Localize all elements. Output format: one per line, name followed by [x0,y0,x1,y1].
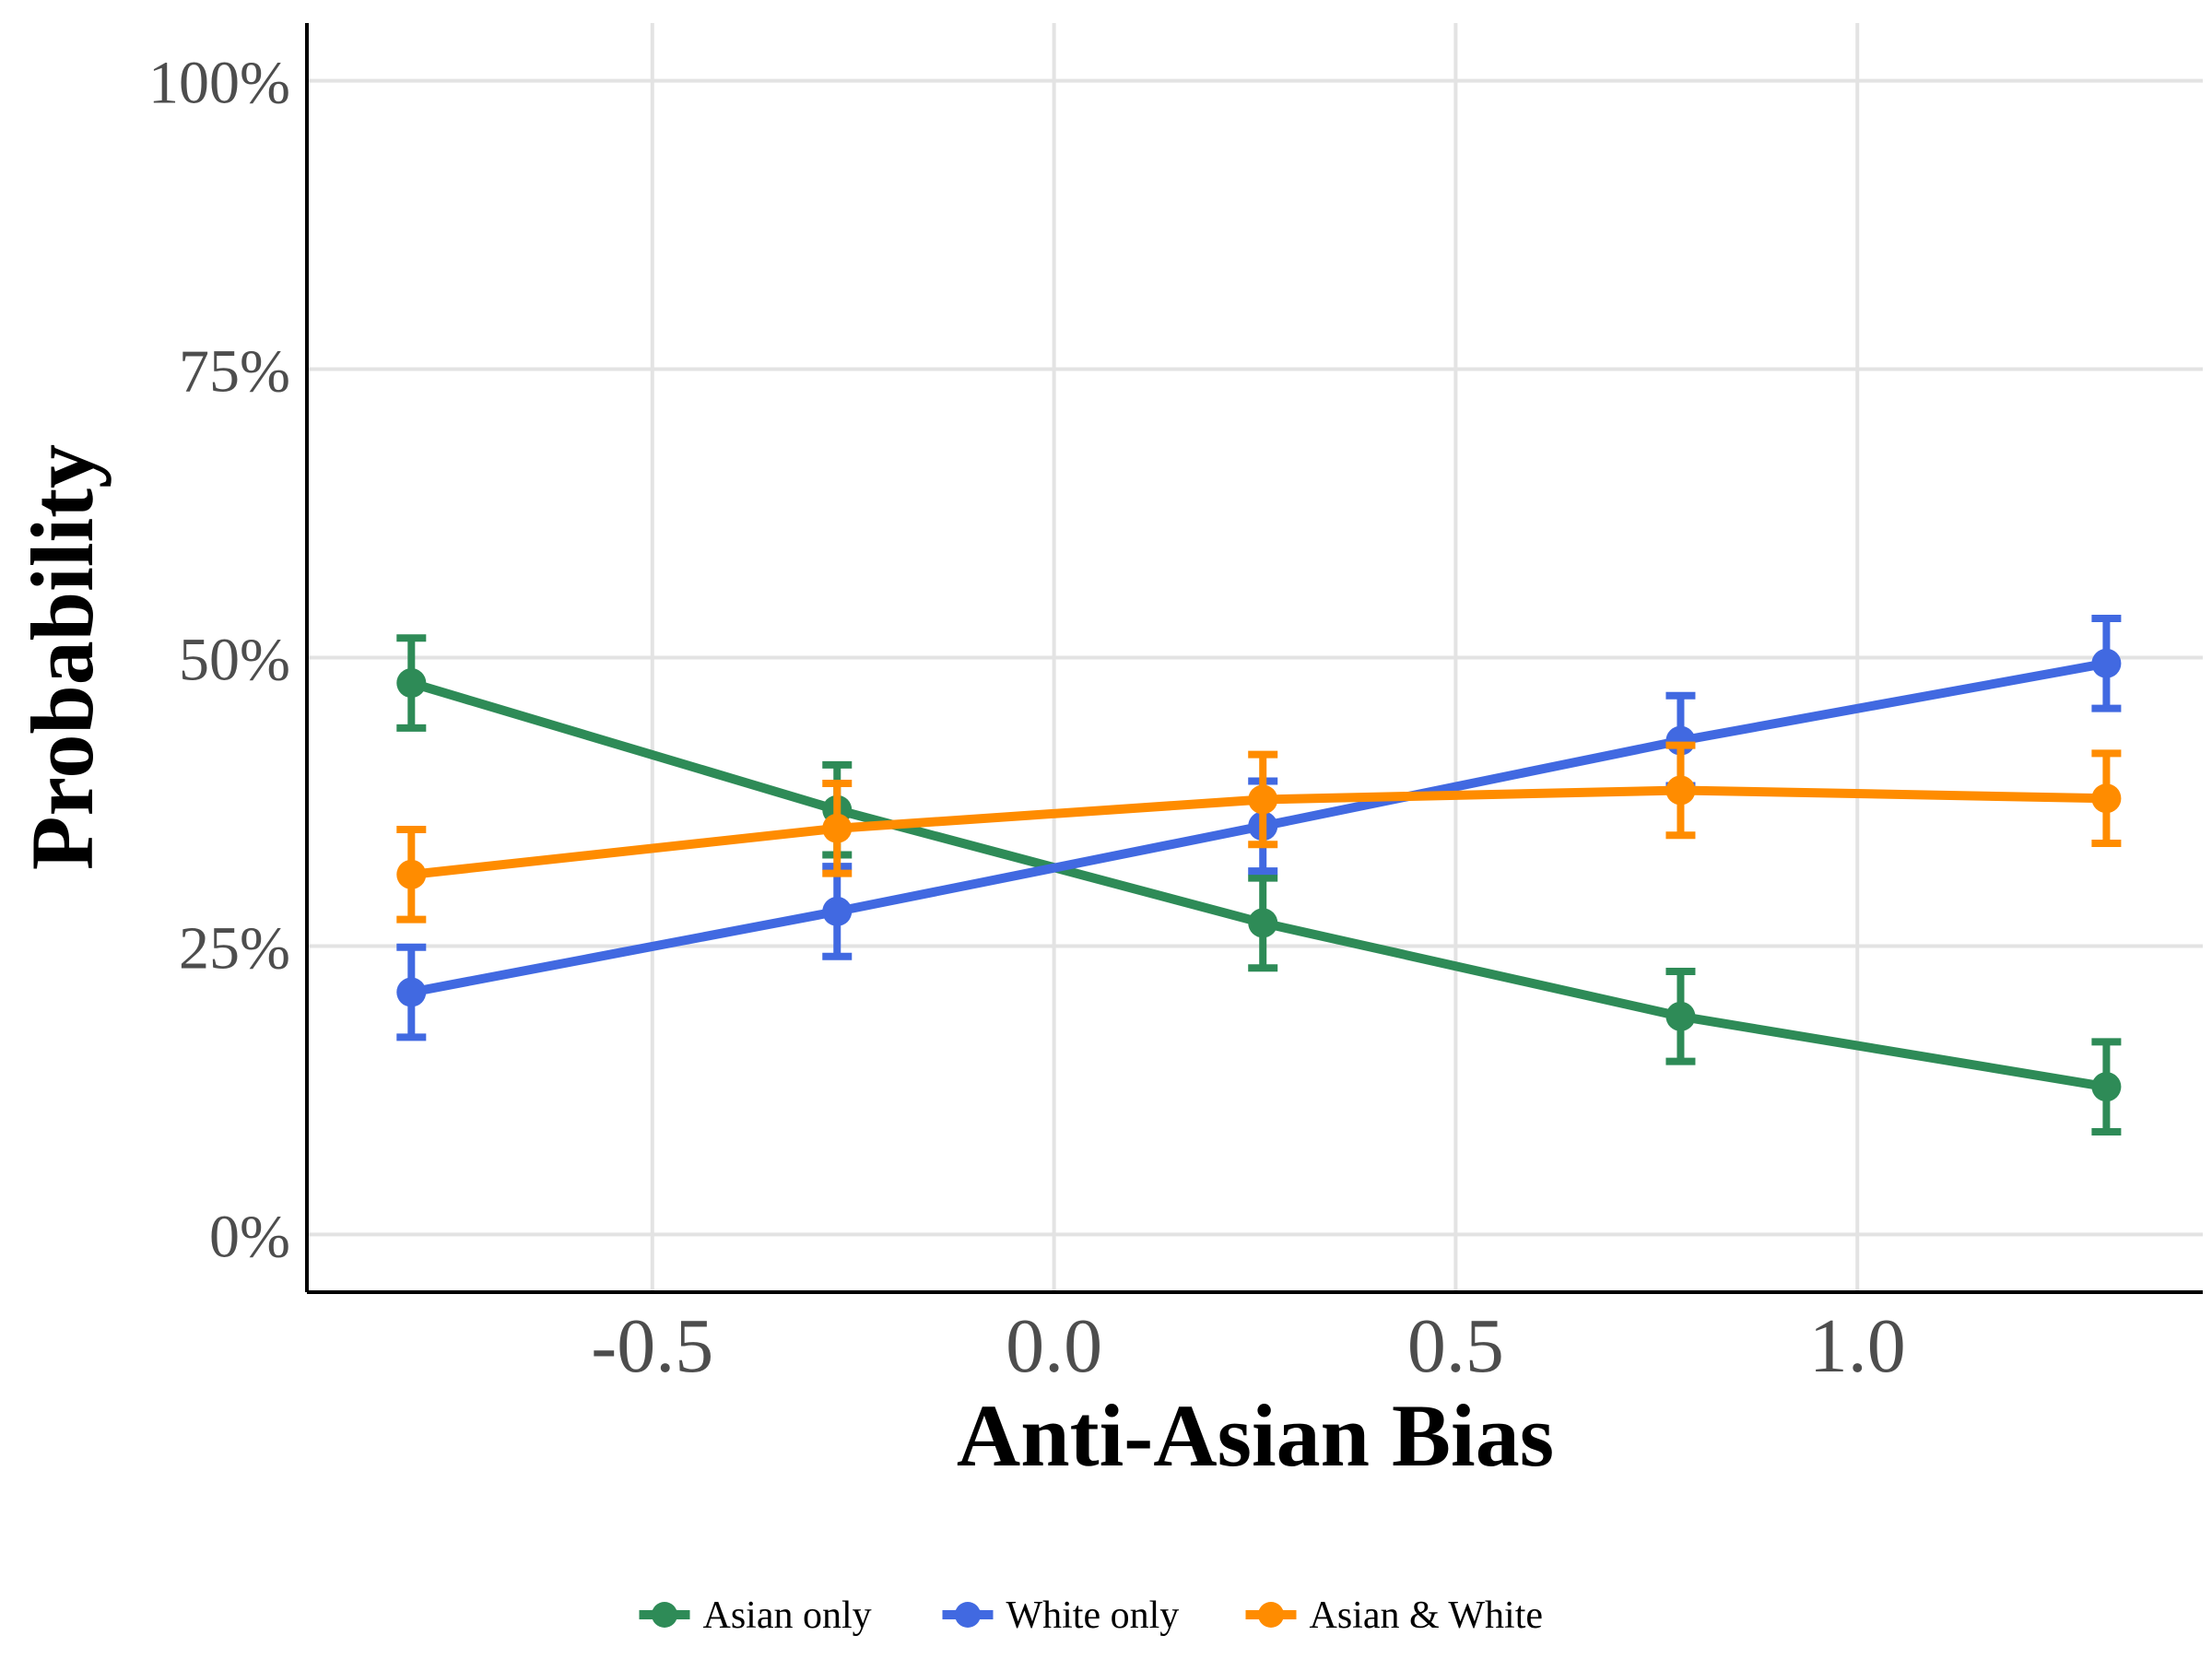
legend-key-marker [955,1602,981,1628]
x-tick-label: 0.0 [1006,1303,1102,1389]
y-tick-label: 25% [179,914,290,982]
legend: Asian only White only Asian & White [639,1594,1544,1637]
legend-item: White only [942,1594,1180,1637]
legend-item: Asian & White [1245,1594,1544,1637]
data-point [1248,908,1278,938]
y-tick-label: 50% [179,627,290,694]
series-asian-white [396,741,2122,924]
data-point [396,977,427,1007]
y-tick-label: 75% [179,338,290,406]
x-tick-label: 0.5 [1407,1303,1504,1389]
y-axis-title: Probability [13,444,112,870]
y-tick-label: 0% [209,1203,290,1270]
legend-key-marker [1258,1602,1284,1628]
data-point [396,668,427,699]
data-point [396,859,427,889]
data-point [1248,784,1278,815]
series-group [396,614,2122,1135]
y-tick-label: 100% [148,50,290,117]
x-axis-title: Anti-Asian Bias [957,1386,1554,1485]
x-tick-label: -0.5 [591,1303,713,1389]
legend-item: Asian only [639,1594,872,1637]
legend-label: Asian & White [1310,1594,1544,1637]
data-point [2091,1072,2122,1102]
data-point [822,813,853,843]
legend-key-marker [652,1602,677,1628]
tick-labels: 0% 25% 50% 75% 100% -0.5 0.0 0.5 1.0 [148,50,1906,1389]
grid [307,23,2203,1292]
data-point [822,896,853,926]
axes [305,23,2203,1294]
data-point [2091,783,2122,814]
legend-label: Asian only [703,1594,872,1637]
legend-label: White only [1006,1594,1180,1637]
data-point [1665,1001,1696,1031]
data-point [2091,648,2122,678]
x-tick-label: 1.0 [1809,1303,1906,1389]
data-point [1665,775,1696,806]
